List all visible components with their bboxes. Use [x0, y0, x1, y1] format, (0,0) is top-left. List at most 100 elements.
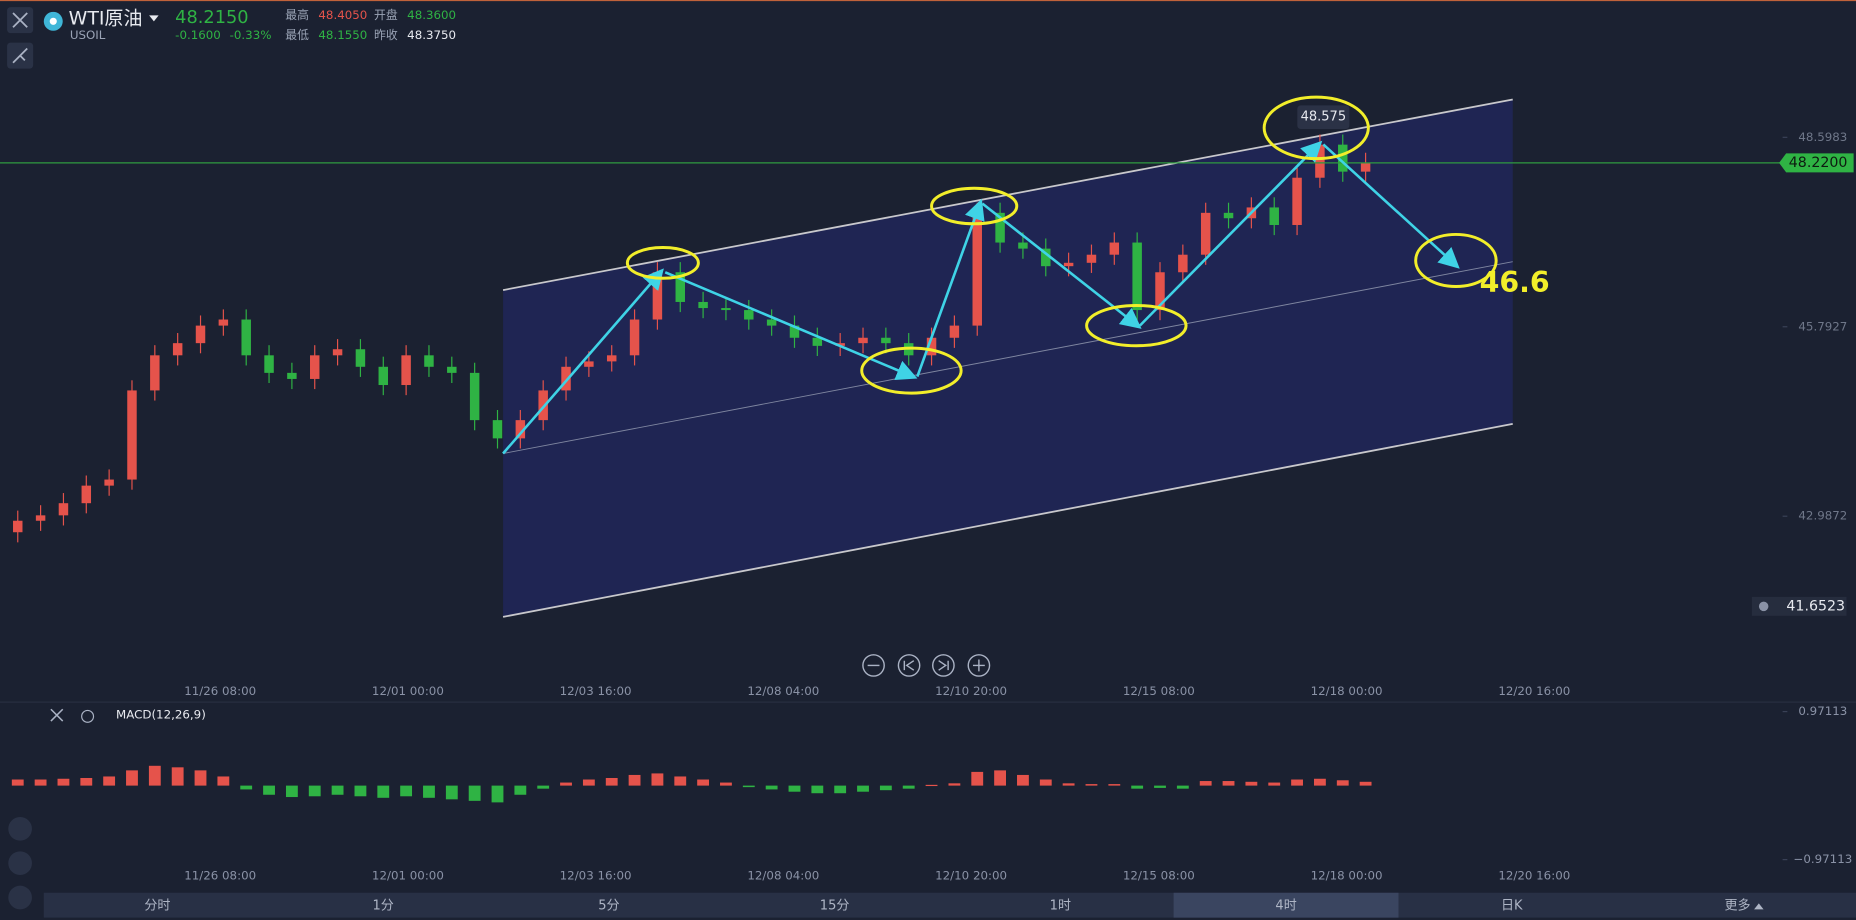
timeframe[interactable]: 5分 [598, 898, 619, 913]
macd-bar [11, 779, 24, 786]
macd-bar [879, 785, 892, 791]
x-tick-label: 12/20 16:00 [1498, 869, 1570, 883]
tag-bg [1779, 153, 1854, 173]
y-tick-label: 45.7927 [1798, 319, 1847, 333]
candle-body [1223, 212, 1234, 219]
candle-body [1132, 242, 1142, 311]
timeframe[interactable]: 1分 [373, 898, 394, 913]
macd-bar [537, 785, 550, 789]
wave-arrows [502, 140, 1460, 455]
candle-body [1018, 242, 1028, 249]
tool-draw[interactable] [8, 851, 32, 876]
macd-bar [354, 785, 367, 797]
macd-bar [1222, 781, 1235, 786]
ellipse [930, 186, 1019, 226]
timeframe[interactable]: 更多 [1725, 897, 1751, 913]
macd-title: MACD(12,26,9) [116, 708, 206, 722]
first[interactable] [897, 654, 921, 677]
dropdown[interactable] [149, 15, 159, 22]
timeframe[interactable]: 4时 [1275, 898, 1296, 913]
symbol[interactable]: WTI原油 [69, 7, 143, 29]
candle-body [1155, 272, 1165, 311]
low-label: 最低 [285, 28, 309, 42]
macd-bar [605, 777, 618, 786]
zoom-out[interactable] [862, 654, 885, 677]
ellipse [625, 245, 700, 280]
ellipse [1262, 95, 1370, 161]
candle-body [150, 355, 160, 391]
candle-body [584, 361, 594, 367]
macd-bar [1336, 780, 1349, 786]
candle-body [287, 372, 297, 379]
x-tick-label: 12/03 16:00 [560, 869, 632, 883]
candle-body [332, 349, 343, 356]
macd-bar [674, 776, 687, 786]
x-tick-label: 12/18 00:00 [1311, 869, 1383, 883]
macd-bar [1085, 784, 1098, 786]
candle-body [858, 337, 868, 344]
candle-body [698, 301, 708, 309]
macd-bar [308, 785, 321, 797]
timeframe[interactable]: 分时 [144, 898, 170, 913]
x-tick-label: 12/01 00:00 [372, 869, 444, 883]
macd-bar [925, 784, 938, 787]
candle-body [172, 343, 183, 356]
ellipse [1085, 304, 1188, 348]
symbol-icon-dot [49, 17, 57, 25]
channel-fill [503, 99, 1513, 617]
candle-body [424, 355, 434, 367]
timeframe[interactable]: 日K [1501, 898, 1523, 913]
macd-bar [377, 785, 390, 798]
timeframe[interactable]: 15分 [820, 898, 850, 913]
candle-body [241, 319, 251, 356]
candle-body [1086, 254, 1097, 263]
candle-body [195, 325, 206, 344]
nav-controls [862, 654, 991, 677]
candle-body [1063, 262, 1074, 267]
y-tick-label: 48.5983 [1798, 130, 1847, 144]
alert-tag [1751, 596, 1847, 616]
macd-bar [1131, 785, 1144, 789]
macd-close[interactable] [50, 708, 64, 722]
candle-body [744, 310, 754, 320]
candle-body [1269, 207, 1279, 225]
low: 48.1550 [318, 28, 367, 42]
macd-bar [423, 785, 435, 798]
x-tick-label: 12/18 00:00 [1311, 684, 1383, 698]
candle-body [675, 272, 685, 302]
zoom-in[interactable] [967, 654, 991, 677]
bell-icon[interactable] [1758, 601, 1769, 612]
x-tick-label: 12/08 04:00 [747, 869, 819, 883]
timeframes: 分时 1分 5分 15分 1时 4时 日K 更多 [144, 892, 1764, 918]
last-price: 48.2150 [175, 8, 248, 28]
candle-body [104, 479, 114, 486]
candle-body [401, 355, 411, 386]
macd-bar [148, 765, 161, 786]
macd-bar [263, 785, 275, 795]
candle-body [949, 325, 960, 338]
x-tick-label: 12/08 04:00 [747, 684, 819, 698]
alert-price: 41.6523 [1786, 598, 1845, 614]
y-tick-label: −0.97113 [1793, 852, 1852, 866]
x-tick-label: 12/15 08:00 [1123, 684, 1195, 698]
candle-body [1200, 212, 1211, 255]
candle-body [13, 520, 23, 533]
candle-body [606, 355, 617, 362]
tool-indicator[interactable] [8, 885, 32, 910]
x-tick-label: 12/03 16:00 [560, 684, 632, 698]
arrow [1322, 143, 1460, 269]
candle-body [652, 272, 663, 320]
macd-bar [720, 782, 732, 786]
candle-body [812, 337, 823, 346]
candle-body [1360, 162, 1371, 172]
macd-bar [1359, 781, 1372, 786]
macd-settings[interactable] [81, 709, 95, 723]
timeframe[interactable]: 1时 [1050, 898, 1071, 913]
ellipse [860, 346, 963, 395]
tool-candle[interactable] [8, 816, 32, 841]
x-tick-label: 12/20 16:00 [1498, 684, 1570, 698]
y-tick-label: 0.97113 [1798, 704, 1847, 718]
candle-body [995, 212, 1005, 243]
last[interactable] [932, 654, 955, 677]
